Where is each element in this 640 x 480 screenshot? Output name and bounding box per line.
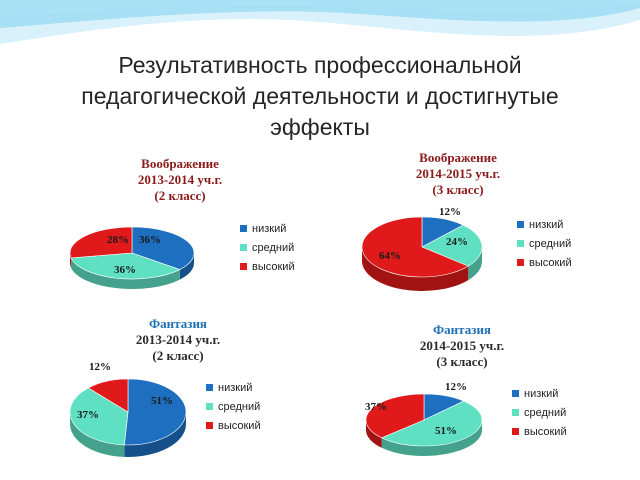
legend-label: низкий: [524, 388, 558, 400]
legend-label: высокий: [529, 257, 572, 269]
pie-slice-низкий: [131, 226, 195, 270]
legend-label: низкий: [252, 223, 286, 235]
legend-label: низкий: [529, 219, 563, 231]
chart-3-title-name: Фантазия: [149, 316, 207, 331]
pie-data-label: 24%: [446, 236, 468, 248]
chart-2-title-year: 2014-2015 уч.г.: [415, 166, 501, 181]
page-title-line: педагогической деятельности и достигнуты…: [81, 83, 559, 109]
chart-4-title-year: 2014-2015 уч.г.: [419, 338, 505, 353]
chart-2-title-class: (3 класс): [432, 182, 484, 197]
pie-data-label: 37%: [77, 409, 99, 421]
pie-data-label: 12%: [439, 206, 461, 218]
pie-slice-side: [362, 247, 469, 291]
pie-slice-высокий: [365, 393, 425, 439]
pie-slice-side: [70, 412, 125, 457]
pie-slice-средний: [70, 252, 181, 280]
legend-swatch: [206, 384, 213, 391]
chart-2-title: Воображение 2014-2015 уч.г. (3 класс): [388, 150, 528, 198]
pie-data-label: 12%: [89, 361, 111, 373]
pie-slice-side: [381, 420, 482, 456]
pie-slice-низкий: [124, 378, 187, 446]
pie-data-label: 51%: [151, 395, 173, 407]
chart-3-title-year: 2013-2014 уч.г.: [135, 332, 221, 347]
legend-swatch: [517, 221, 524, 228]
pie-data-label: 64%: [379, 250, 401, 262]
legend-swatch: [512, 390, 519, 397]
pie-slice-side: [124, 412, 186, 457]
page-title: Результативность профессиональной педаго…: [40, 50, 600, 143]
header-wave-decoration: [0, 0, 640, 44]
chart-1-title-class: (2 класс): [154, 188, 206, 203]
legend-label: высокий: [252, 261, 295, 273]
legend-swatch: [240, 244, 247, 251]
legend-swatch: [517, 240, 524, 247]
pie-slice-side: [70, 253, 72, 268]
chart-4-pie: 12% 51% 37% низкий средний высокий: [365, 381, 567, 456]
legend-label: высокий: [218, 420, 261, 432]
chart-2-title-name: Воображение: [419, 150, 497, 165]
chart-3-title: Фантазия 2013-2014 уч.г. (2 класс): [108, 316, 248, 364]
legend-swatch: [206, 422, 213, 429]
pie-data-label: 12%: [445, 381, 467, 393]
chart-4-title: Фантазия 2014-2015 уч.г. (3 класс): [392, 322, 532, 370]
pie-data-label: 51%: [435, 425, 457, 437]
legend-swatch: [517, 259, 524, 266]
pie-slice-высокий: [69, 226, 133, 259]
legend-label: средний: [524, 407, 566, 419]
chart-3-pie: 51% 37% 12% низкий средний высокий: [69, 361, 261, 457]
legend-label: низкий: [218, 382, 252, 394]
chart-4-title-class: (3 класс): [436, 354, 488, 369]
chart-2-pie: 12% 24% 64% низкий средний высокий: [361, 206, 572, 291]
chart-3-title-class: (2 класс): [152, 348, 204, 363]
chart-1-title-name: Воображение: [141, 156, 219, 171]
pie-data-label: 36%: [114, 264, 136, 276]
legend-swatch: [206, 403, 213, 410]
pie-slice-средний: [69, 387, 129, 446]
pie-slice-высокий: [87, 378, 129, 413]
page-title-line: Результативность профессиональной: [118, 52, 522, 78]
pie-slice-side: [366, 420, 382, 448]
page-title-line: эффекты: [270, 114, 370, 140]
legend-swatch: [240, 225, 247, 232]
pie-slice-средний: [421, 224, 483, 267]
pie-data-label: 37%: [365, 401, 387, 413]
pie-slice-side: [179, 253, 194, 280]
pie-slice-side: [468, 247, 482, 281]
pie-data-label: 28%: [107, 234, 129, 246]
chart-1-title: Воображение 2013-2014 уч.г. (2 класс): [110, 156, 250, 204]
chart-1-pie: 36% 36% 28% низкий средний высокий: [69, 223, 295, 289]
legend-label: высокий: [524, 426, 567, 438]
legend-swatch: [240, 263, 247, 270]
legend-label: средний: [529, 238, 571, 250]
legend-label: средний: [252, 242, 294, 254]
legend-swatch: [512, 428, 519, 435]
legend-swatch: [512, 409, 519, 416]
pie-data-label: 36%: [139, 234, 161, 246]
chart-4-title-name: Фантазия: [433, 322, 491, 337]
chart-1-title-year: 2013-2014 уч.г.: [137, 172, 223, 187]
pie-slice-средний: [380, 400, 483, 447]
legend-label: средний: [218, 401, 260, 413]
pie-slice-side: [71, 257, 180, 289]
pie-slice-высокий: [361, 216, 469, 278]
